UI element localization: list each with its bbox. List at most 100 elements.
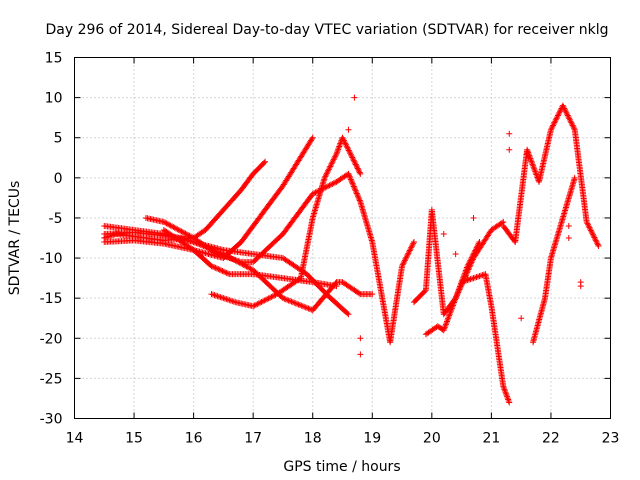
data-point	[551, 119, 558, 126]
series-scatter-2	[440, 214, 483, 282]
data-point	[340, 137, 347, 144]
data-point	[189, 238, 196, 245]
data-point	[450, 301, 457, 308]
data-point	[560, 104, 567, 111]
data-point	[252, 301, 259, 308]
data-point	[211, 264, 218, 271]
data-point	[503, 390, 510, 397]
data-point	[475, 241, 482, 248]
data-point	[244, 264, 251, 271]
data-point	[353, 162, 360, 169]
data-point	[301, 303, 308, 310]
data-point	[285, 297, 292, 304]
data-point	[227, 297, 234, 304]
data-point	[232, 257, 239, 264]
data-point	[549, 123, 556, 130]
data-point	[525, 149, 532, 156]
data-point	[410, 240, 417, 247]
series-scatter-1	[345, 94, 364, 358]
data-point	[530, 164, 537, 171]
data-point	[223, 296, 230, 303]
data-point	[569, 122, 576, 129]
data-point	[527, 155, 534, 162]
data-point	[240, 261, 247, 268]
data-point	[331, 155, 338, 162]
data-point	[470, 214, 477, 221]
data-point	[347, 175, 354, 182]
data-point	[506, 130, 513, 137]
y-tick-label: -30	[40, 412, 63, 428]
data-point	[448, 306, 455, 313]
data-point	[461, 271, 468, 278]
data-point	[568, 119, 575, 126]
data-point	[452, 295, 459, 302]
data-point	[322, 173, 329, 180]
data-point	[445, 314, 452, 321]
y-tick-label: -10	[40, 251, 63, 267]
data-point	[339, 134, 346, 141]
data-point	[472, 247, 479, 254]
data-point	[251, 302, 258, 309]
data-point	[458, 279, 465, 286]
data-point	[220, 268, 227, 275]
data-point	[559, 102, 566, 109]
data-point	[329, 180, 336, 187]
data-point	[498, 219, 505, 226]
data-point	[554, 112, 561, 119]
data-point	[288, 298, 295, 305]
data-point	[470, 250, 477, 257]
data-point	[219, 268, 226, 275]
data-point	[346, 172, 353, 179]
data-point	[223, 269, 230, 276]
series-arc-10	[422, 239, 483, 338]
data-point	[216, 266, 223, 273]
data-point	[333, 150, 340, 157]
data-point	[528, 158, 535, 165]
data-point	[323, 170, 330, 177]
data-point	[262, 296, 269, 303]
data-point	[304, 304, 311, 311]
data-point	[349, 154, 356, 161]
data-point	[591, 234, 598, 241]
data-point	[531, 165, 538, 172]
data-point	[563, 109, 570, 116]
data-point	[561, 105, 568, 112]
data-point	[281, 295, 288, 302]
data-point	[447, 309, 454, 316]
data-point	[349, 180, 356, 187]
data-point	[243, 263, 250, 270]
data-point	[265, 295, 272, 302]
data-point	[348, 153, 355, 160]
data-point	[346, 148, 353, 155]
data-point	[334, 149, 341, 156]
data-point	[247, 265, 254, 272]
x-tick-label: 19	[363, 431, 381, 447]
data-point	[532, 170, 539, 177]
data-point	[345, 126, 352, 133]
data-point	[529, 161, 536, 168]
data-point	[215, 293, 222, 300]
data-point	[350, 182, 357, 189]
data-point	[467, 257, 474, 264]
series-arc-13	[530, 174, 578, 346]
data-point	[229, 298, 236, 305]
data-point	[327, 163, 334, 170]
data-point	[449, 303, 456, 310]
data-point	[408, 244, 415, 251]
data-point	[454, 290, 461, 297]
data-point	[352, 187, 359, 194]
data-point	[571, 174, 578, 181]
data-point	[184, 237, 191, 244]
data-point	[299, 303, 306, 310]
data-point	[445, 315, 452, 322]
data-point	[552, 116, 559, 123]
data-point	[468, 255, 475, 262]
data-point	[467, 276, 474, 283]
data-point	[443, 319, 450, 326]
data-point	[403, 253, 410, 260]
data-point	[209, 291, 216, 298]
data-point	[330, 180, 337, 187]
data-point	[164, 221, 171, 228]
data-point	[279, 295, 286, 302]
data-point	[504, 395, 511, 402]
